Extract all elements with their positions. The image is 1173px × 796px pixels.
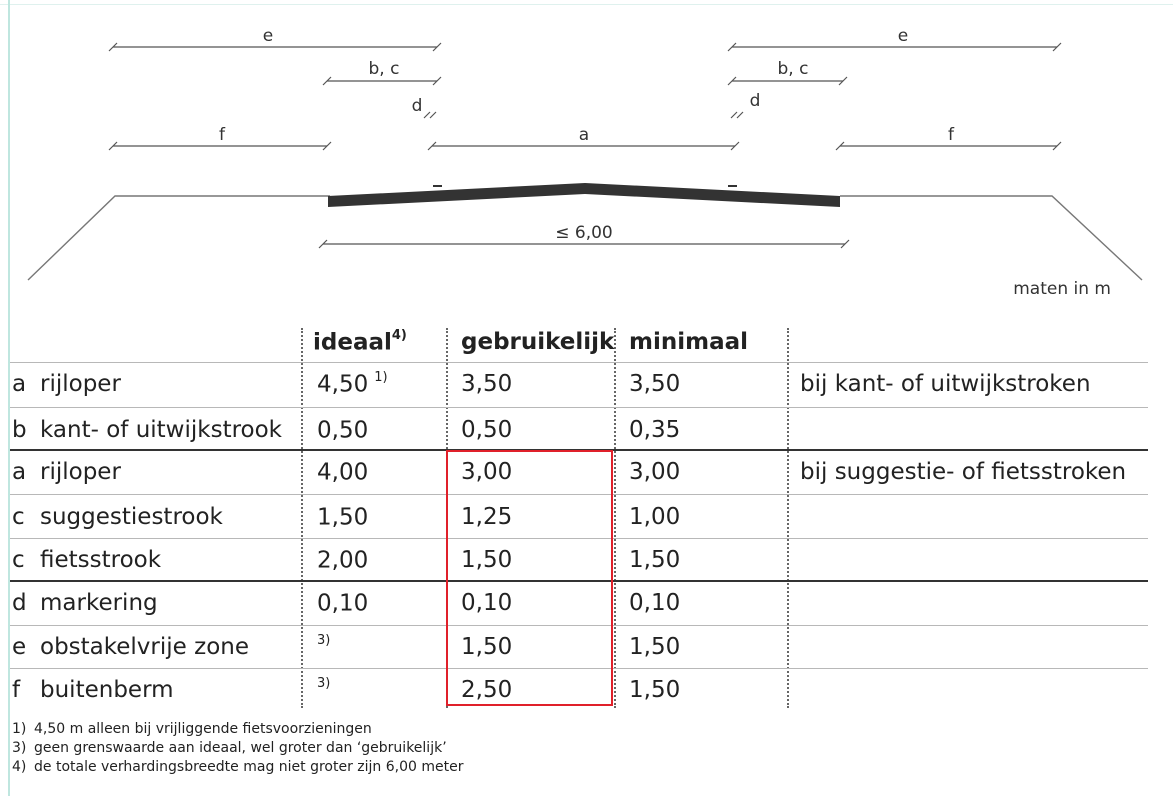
row-divider	[10, 538, 1148, 539]
header-minimaal: minimaal	[629, 329, 748, 355]
footnote-number: 1)	[12, 721, 27, 737]
footnote-text: 4,50 m alleen bij vrijliggende fietsvoor…	[34, 721, 372, 737]
label-f-left: f	[219, 125, 226, 145]
cell-minimaal: 0,10	[629, 590, 681, 616]
cell-name: fietsstrook	[40, 547, 162, 573]
cell-name: rijloper	[40, 459, 121, 485]
cell-name: suggestiestrook	[40, 504, 223, 530]
cell-minimaal: 1,50	[629, 634, 681, 660]
cell-code: c	[12, 504, 25, 530]
cell-minimaal: 1,00	[629, 504, 681, 530]
cell-ideaal: 3)	[317, 676, 331, 703]
cell-minimaal: 3,00	[629, 459, 681, 485]
page-top-edge	[0, 4, 1173, 5]
cell-code: c	[12, 547, 25, 573]
cell-gebruikelijk: 3,50	[461, 371, 513, 397]
ideaal-value: 4,00	[317, 459, 369, 486]
pavement-slab	[328, 183, 840, 207]
cell-gebruikelijk: 2,50	[461, 677, 513, 703]
cell-ideaal: 3)	[317, 633, 331, 660]
cell-note: bij suggestie- of fietsstroken	[800, 459, 1127, 485]
row-divider	[10, 407, 1148, 408]
row-divider	[10, 625, 1148, 626]
cell-gebruikelijk: 3,00	[461, 459, 513, 485]
units-note: maten in m	[1013, 279, 1111, 299]
label-bc-right: b, c	[778, 59, 809, 79]
header-gebruikelijk: gebruikelijk	[461, 329, 615, 355]
column-divider	[301, 328, 303, 708]
row-divider	[10, 494, 1148, 495]
cell-code: a	[12, 459, 27, 485]
ideaal-value: 4,50	[317, 371, 369, 398]
cell-minimaal: 0,35	[629, 417, 681, 443]
cell-minimaal: 1,50	[629, 677, 681, 703]
ideaal-footnote-ref: 3)	[317, 633, 331, 648]
footnote-3: 3) geen grenswaarde aan ideaal, wel grote…	[12, 741, 447, 755]
cell-minimaal: 1,50	[629, 547, 681, 573]
road-cross-section-diagram: e b, c d f a e b, c d f ≤ 6,00 maten in …	[27, 26, 1143, 299]
footnote-text: de totale verhardingsbreedte mag niet gr…	[34, 759, 464, 775]
cell-name: markering	[40, 590, 158, 616]
row-divider	[10, 362, 1148, 363]
ideaal-value: 0,50	[317, 417, 369, 444]
cell-ideaal: 2,00	[317, 549, 374, 573]
cell-code: b	[12, 417, 27, 443]
cell-ideaal: 4,50 1)	[317, 370, 388, 398]
label-width-limit: ≤ 6,00	[555, 223, 613, 243]
highlight-box-gebruikelijk	[446, 450, 613, 706]
ideaal-value: 1,50	[317, 504, 369, 531]
slope-marker-left	[433, 185, 442, 187]
cell-gebruikelijk: 1,25	[461, 504, 513, 530]
cell-ideaal: 4,00	[317, 461, 374, 485]
label-a-center: a	[579, 125, 589, 145]
footnote-1: 1) 4,50 m alleen bij vrijliggende fietsvo…	[12, 722, 372, 736]
ideaal-footnote-ref: 1)	[374, 370, 388, 385]
cell-gebruikelijk: 1,50	[461, 547, 513, 573]
footnote-number: 4)	[12, 759, 27, 775]
column-divider	[787, 328, 789, 708]
label-f-right: f	[948, 125, 955, 145]
cell-gebruikelijk: 0,10	[461, 590, 513, 616]
slope-marker-right	[728, 185, 737, 187]
label-e-left: e	[263, 26, 273, 46]
page-left-edge	[8, 0, 10, 796]
cell-minimaal: 3,50	[629, 371, 681, 397]
footnote-text: geen grenswaarde aan ideaal, wel groter …	[34, 740, 447, 756]
cell-ideaal: 1,50	[317, 506, 374, 530]
label-d-left: d	[412, 96, 423, 116]
label-e-right: e	[898, 26, 908, 46]
cell-name: buitenberm	[40, 677, 174, 703]
cell-name: obstakelvrije zone	[40, 634, 249, 660]
cell-name: rijloper	[40, 371, 121, 397]
header-ideaal: ideaal4)	[313, 328, 407, 356]
ground-profile	[27, 195, 1143, 281]
ideaal-footnote-ref: 3)	[317, 676, 331, 691]
cell-ideaal: 0,10	[317, 592, 374, 616]
row-divider	[10, 668, 1148, 669]
label-d-right: d	[750, 91, 761, 111]
header-ideaal-footnote: 4)	[391, 328, 407, 343]
cell-gebruikelijk: 0,50	[461, 417, 513, 443]
cell-name: kant- of uitwijkstrook	[40, 417, 283, 443]
header-ideaal-text: ideaal	[313, 329, 392, 356]
group-divider	[10, 580, 1148, 582]
cell-note: bij kant- of uitwijkstroken	[800, 371, 1091, 397]
dimension-ticks	[108, 42, 1062, 249]
ideaal-value: 2,00	[317, 547, 369, 574]
label-bc-left: b, c	[369, 59, 400, 79]
cell-code: e	[12, 634, 27, 660]
column-divider	[614, 328, 616, 708]
cell-ideaal: 0,50	[317, 419, 374, 443]
cell-code: f	[12, 677, 21, 703]
footnote-number: 3)	[12, 740, 27, 756]
ideaal-value: 0,10	[317, 590, 369, 617]
cell-gebruikelijk: 1,50	[461, 634, 513, 660]
cell-code: a	[12, 371, 27, 397]
cell-code: d	[12, 590, 27, 616]
footnote-4: 4) de totale verhardingsbreedte mag niet …	[12, 760, 464, 774]
